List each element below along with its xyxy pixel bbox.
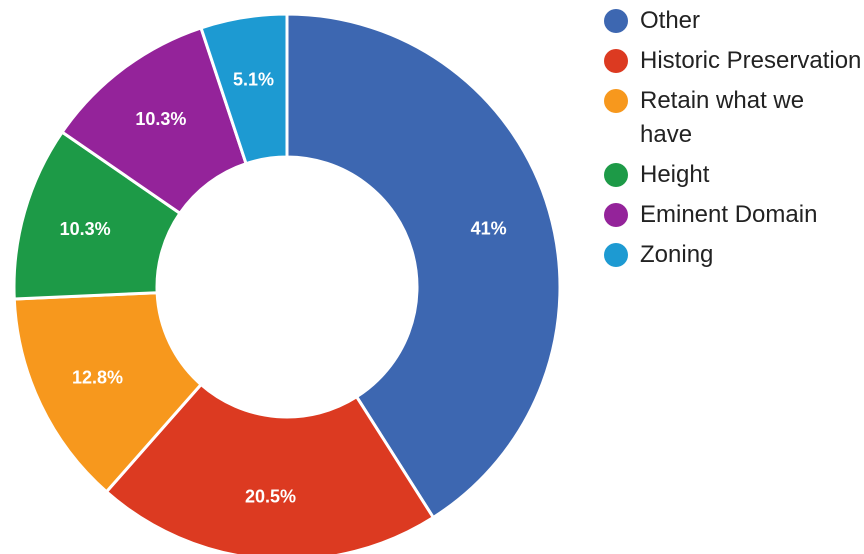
legend-label-eminent-domain: Eminent Domain — [640, 201, 818, 228]
chart-legend: Other Historic Preservation Retain what we… — [604, 4, 862, 278]
legend-item-eminent-domain: Eminent Domain — [604, 198, 862, 232]
slice-label-historic-preservation: 20.5% — [245, 486, 296, 506]
slice-zoning — [199, 12, 289, 166]
legend-label-retain-what-we-have: Retain what we have — [640, 87, 805, 148]
legend-swatch-historic-preservation — [604, 49, 628, 73]
legend-swatch-eminent-domain — [604, 203, 628, 227]
legend-item-retain-what-we-have: Retain what we have — [604, 84, 862, 152]
slice-historic-preservation — [104, 382, 436, 554]
slice-label-zoning: 5.1% — [233, 70, 274, 90]
legend-item-height: Height — [604, 158, 862, 192]
legend-swatch-retain-what-we-have — [604, 89, 628, 113]
legend-item-historic-preservation: Historic Preservation — [604, 44, 862, 78]
slice-label-eminent-domain: 10.3% — [135, 109, 186, 129]
legend-swatch-other — [604, 9, 628, 33]
donut-chart: 41% 20.5% 12.8% 10.3% 10.3% 5.1% — [12, 12, 562, 554]
legend-swatch-height — [604, 163, 628, 187]
legend-label-height: Height — [640, 161, 710, 188]
legend-swatch-zoning — [604, 243, 628, 267]
slice-label-other: 41% — [471, 218, 507, 238]
slice-other — [285, 12, 562, 520]
slice-label-retain-what-we-have: 12.8% — [72, 368, 123, 388]
legend-item-other: Other — [604, 4, 862, 38]
legend-label-historic-preservation: Historic Preservation — [640, 47, 862, 74]
slice-label-height: 10.3% — [60, 219, 111, 239]
legend-item-zoning: Zoning — [604, 238, 862, 272]
legend-label-other: Other — [640, 7, 701, 34]
legend-label-zoning: Zoning — [640, 241, 714, 268]
